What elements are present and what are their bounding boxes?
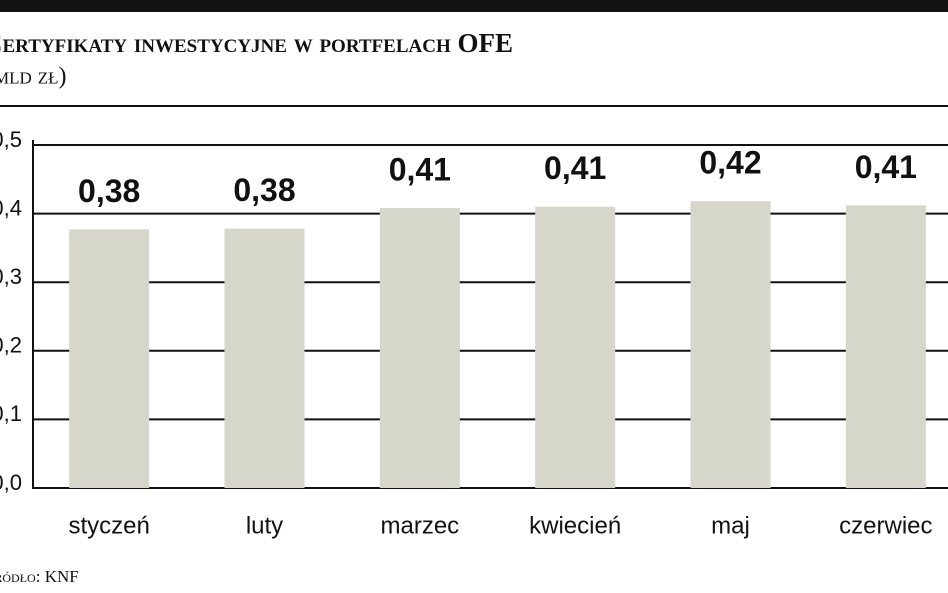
value-label: 0,41 xyxy=(389,152,451,188)
x-tick-label: marzec xyxy=(380,512,459,539)
chart-title: Certyfikaty inwestycyjne w portfelach OF… xyxy=(0,28,513,58)
y-tick-label: 0,2 xyxy=(0,333,22,358)
value-label: 0,38 xyxy=(233,172,295,208)
bar xyxy=(845,205,926,489)
x-tick-label: maj xyxy=(711,512,750,539)
bar xyxy=(224,228,305,488)
y-tick-label: 0,3 xyxy=(0,264,22,289)
value-label: 0,38 xyxy=(78,173,140,209)
value-label: 0,41 xyxy=(544,150,606,186)
bar xyxy=(69,229,150,489)
y-tick-label: 0,5 xyxy=(0,127,22,152)
bar xyxy=(690,201,771,488)
value-label: 0,42 xyxy=(699,145,761,181)
source: Źródło: KNF xyxy=(0,567,79,586)
chart-subtitle: (mld zł) xyxy=(0,64,67,90)
top-bar xyxy=(0,0,948,12)
bar xyxy=(379,208,460,488)
y-tick-label: 0,4 xyxy=(0,195,22,220)
bar xyxy=(535,206,616,489)
value-label: 0,41 xyxy=(855,149,917,185)
x-tick-label: czerwiec xyxy=(839,512,932,539)
x-tick-label: luty xyxy=(246,512,283,539)
x-tick-label: kwiecień xyxy=(529,512,621,539)
y-tick-label: 0,0 xyxy=(0,470,22,495)
y-tick-label: 0,1 xyxy=(0,401,22,426)
x-tick-label: styczeń xyxy=(68,512,149,539)
